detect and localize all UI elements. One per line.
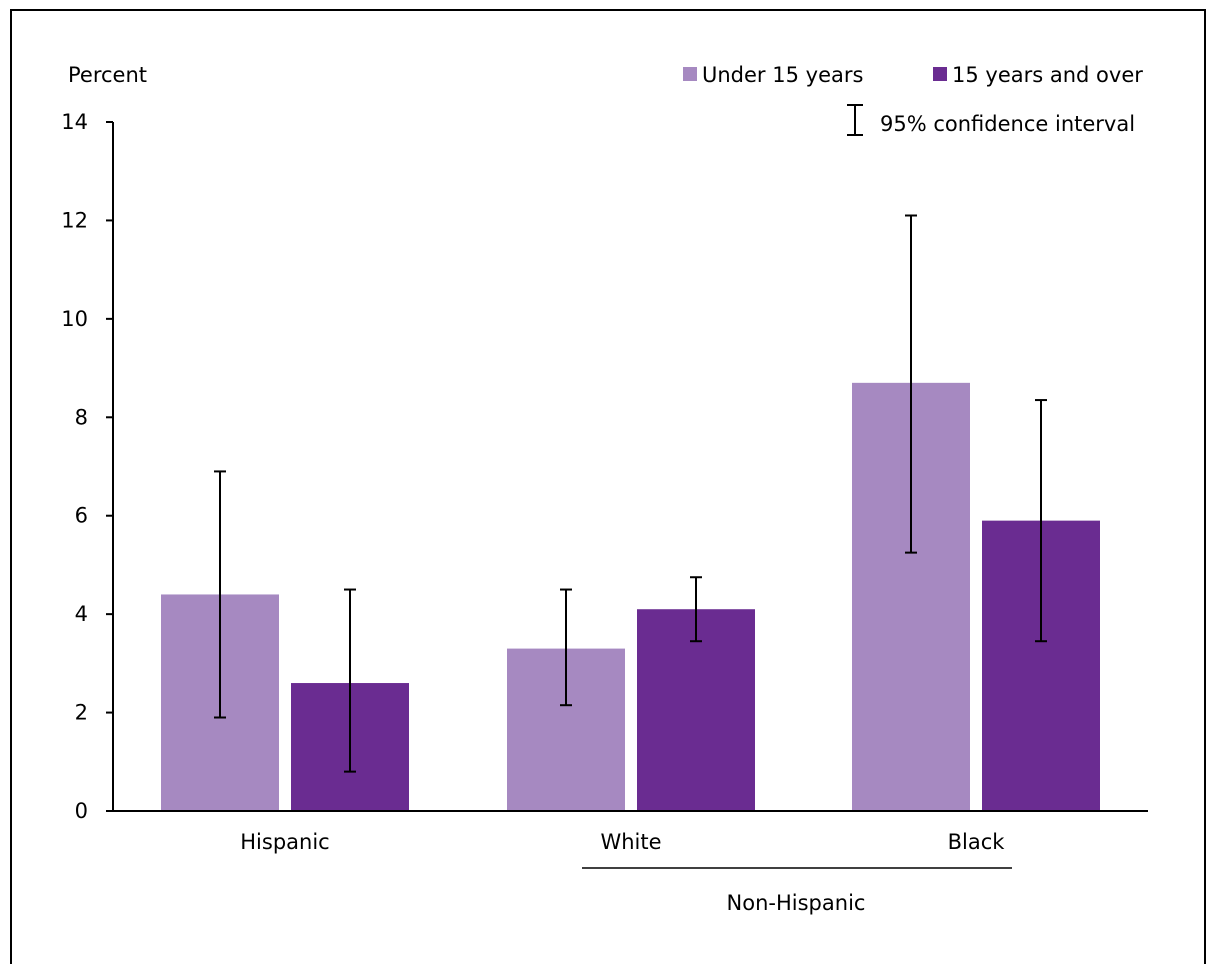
error-bar	[560, 588, 572, 707]
x-axis-labels: Hispanic White Black	[240, 830, 1005, 854]
error-bar	[344, 588, 356, 773]
x-tick-label: Hispanic	[240, 830, 329, 854]
x-tick-label: Black	[948, 830, 1006, 854]
error-bar	[690, 576, 702, 643]
group-label-non-hispanic: Non-Hispanic	[727, 891, 866, 915]
y-axis-label: Percent	[68, 63, 147, 87]
error-bar	[905, 214, 917, 554]
y-tick-label: 14	[61, 110, 88, 134]
legend-label-ci: 95% confidence interval	[880, 112, 1135, 136]
legend-label-under-15: Under 15 years	[702, 63, 863, 87]
y-tick-label: 4	[75, 602, 88, 626]
bars	[161, 382, 1100, 811]
y-tick-label: 6	[75, 504, 88, 528]
x-tick-label: White	[600, 830, 661, 854]
y-tick-label: 12	[61, 208, 88, 232]
bar	[637, 609, 755, 811]
error-bars	[214, 214, 1047, 773]
legend-label-15-and-over: 15 years and over	[952, 63, 1143, 87]
legend-swatch-15-and-over	[933, 67, 947, 81]
chart-frame	[10, 9, 1206, 964]
y-tick-label: 8	[75, 405, 88, 429]
y-axis-ticks: 0 2 4 6 8 10 12 14	[61, 110, 113, 823]
legend: Under 15 years 15 years and over 95% con…	[683, 63, 1143, 136]
legend-ci-icon	[847, 104, 863, 136]
error-bar	[214, 470, 226, 719]
legend-swatch-under-15	[683, 67, 697, 81]
y-tick-label: 2	[75, 701, 88, 725]
y-tick-label: 0	[75, 799, 88, 823]
error-bar	[1035, 399, 1047, 643]
y-tick-label: 10	[61, 307, 88, 331]
